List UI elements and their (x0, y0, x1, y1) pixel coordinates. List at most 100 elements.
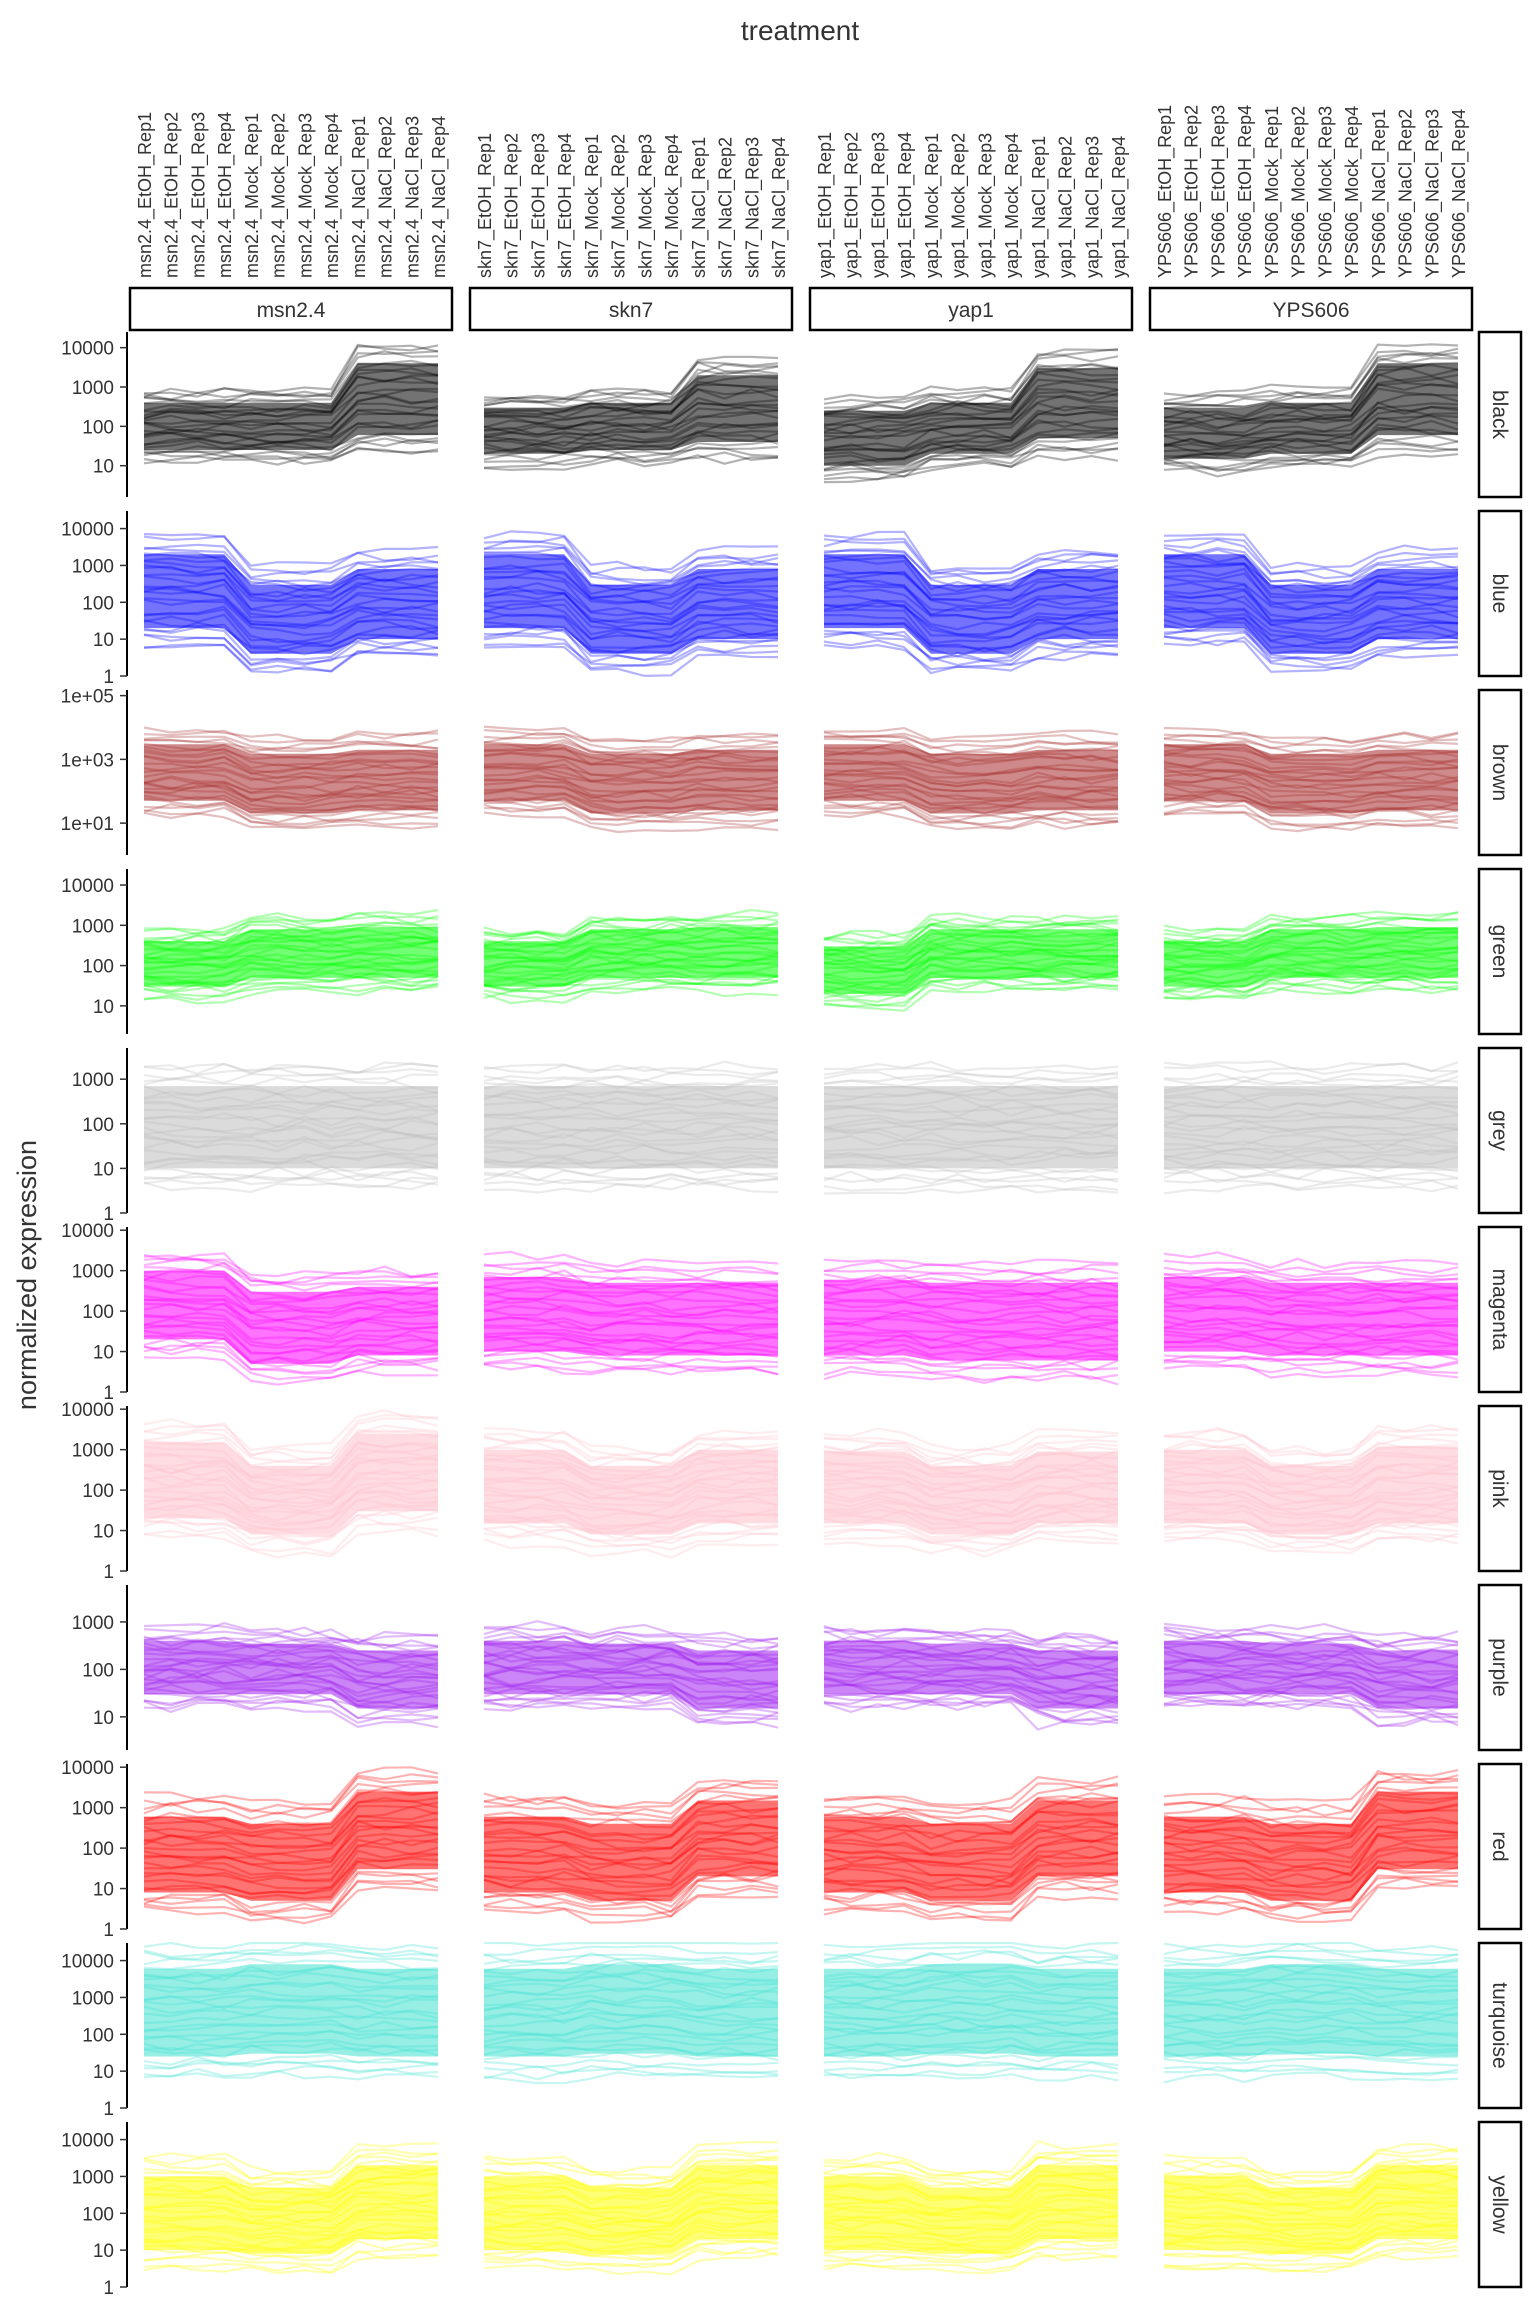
gene-line (143, 1274, 439, 1304)
gene-line (823, 1466, 1119, 1487)
gene-line (143, 2227, 439, 2251)
gene-line (823, 1695, 1119, 1723)
gene-line (483, 1845, 779, 1879)
gene-line (483, 729, 779, 744)
gene-line (823, 1797, 1119, 1826)
gene-line (823, 2171, 1119, 2203)
gene-line (1163, 777, 1459, 798)
gene-line (143, 2069, 439, 2081)
gene-line (143, 2065, 439, 2078)
gene-line (823, 1945, 1119, 1958)
gene-line (483, 972, 779, 993)
y-tick-label: 1 (103, 1383, 114, 1404)
gene-line (1163, 799, 1459, 819)
gene-line (143, 1832, 439, 1872)
gene-line (823, 1308, 1119, 1322)
gene-line (1163, 2183, 1459, 2212)
gene-line (483, 575, 779, 616)
gene-line (483, 1094, 779, 1107)
gene-line (143, 633, 439, 666)
gene-line (143, 1356, 439, 1386)
gene-line (143, 1424, 439, 1463)
gene-line (483, 552, 779, 592)
gene-line (483, 731, 779, 751)
gene-line (1163, 2236, 1459, 2261)
gene-line (143, 954, 439, 972)
gene-line (1163, 966, 1459, 985)
gene-line (143, 2218, 439, 2243)
gene-line (483, 1675, 779, 1701)
gene-line (143, 951, 439, 970)
x-tick-label: YPS606_Mock_Rep4 (1342, 106, 1363, 278)
gene-line (823, 1067, 1119, 1078)
gene-line (143, 2180, 439, 2211)
gene-line (483, 746, 779, 766)
y-tick-label: 1e+01 (61, 814, 114, 835)
panel-black-YPS606 (1163, 343, 1459, 478)
x-tick-label: YPS606_Mock_Rep2 (1289, 106, 1310, 278)
gene-line (143, 739, 439, 753)
gene-line (823, 974, 1119, 1003)
gene-line (1163, 1866, 1459, 1909)
gene-line (483, 796, 779, 819)
gene-line (823, 1810, 1119, 1840)
gene-line (823, 734, 1119, 754)
gene-line (1163, 1949, 1459, 1963)
gene-line (1163, 1294, 1459, 1308)
gene-line (823, 548, 1119, 588)
gene-line (823, 1314, 1119, 1329)
gene-line (1163, 916, 1459, 942)
gene-line (1163, 2010, 1459, 2024)
gene-line (823, 799, 1119, 821)
gene-line (483, 1895, 779, 1924)
gene-line (1163, 1162, 1459, 1174)
gene-line (1163, 1833, 1459, 1877)
gene-line (823, 2211, 1119, 2238)
gene-line (823, 538, 1119, 576)
gene-line (1163, 2040, 1459, 2052)
gene-line (143, 1819, 439, 1863)
gene-line (143, 981, 439, 998)
row-strip (1477, 1583, 1523, 1752)
series-band (824, 1086, 1118, 1169)
gene-line (1163, 1675, 1459, 1699)
gene-line (823, 417, 1119, 453)
gene-line (483, 1250, 779, 1268)
gene-line (483, 2046, 779, 2058)
gene-line (823, 749, 1119, 764)
panel-magenta-skn7 (483, 1250, 779, 1376)
y-tick-label: 1 (103, 1920, 114, 1941)
gene-line (483, 1961, 779, 1976)
gene-line (823, 1663, 1119, 1684)
series-band (144, 554, 438, 654)
x-tick-label: YPS606_NaCl_Rep1 (1369, 109, 1390, 278)
y-tick-label: 1e+05 (61, 687, 114, 708)
gene-line (143, 535, 439, 576)
gene-line (143, 1695, 439, 1724)
gene-line (143, 1805, 439, 1848)
gene-line (483, 1998, 779, 2012)
gene-line (143, 438, 439, 460)
gene-line (483, 1078, 779, 1090)
gene-line (483, 741, 779, 757)
x-tick-label: YPS606_NaCl_Rep4 (1449, 109, 1470, 278)
gene-line (143, 2172, 439, 2204)
gene-line (1163, 1423, 1459, 1458)
gene-line (143, 1098, 439, 1112)
gene-line (823, 630, 1119, 663)
gene-line (1163, 1118, 1459, 1132)
gene-line (143, 982, 439, 1002)
gene-line (823, 1104, 1119, 1118)
gene-line (143, 751, 439, 770)
row-strip-label: blue (1488, 574, 1511, 614)
gene-line (483, 1847, 779, 1882)
gene-line (483, 1476, 779, 1501)
x-tick-label: msn2.4_Mock_Rep3 (295, 113, 316, 278)
gene-line (483, 785, 779, 803)
gene-line (143, 2041, 439, 2053)
gene-line (823, 1135, 1119, 1148)
y-tick-label: 10000 (61, 1400, 114, 1421)
gene-line (1163, 1841, 1459, 1882)
series-band (144, 1270, 438, 1364)
